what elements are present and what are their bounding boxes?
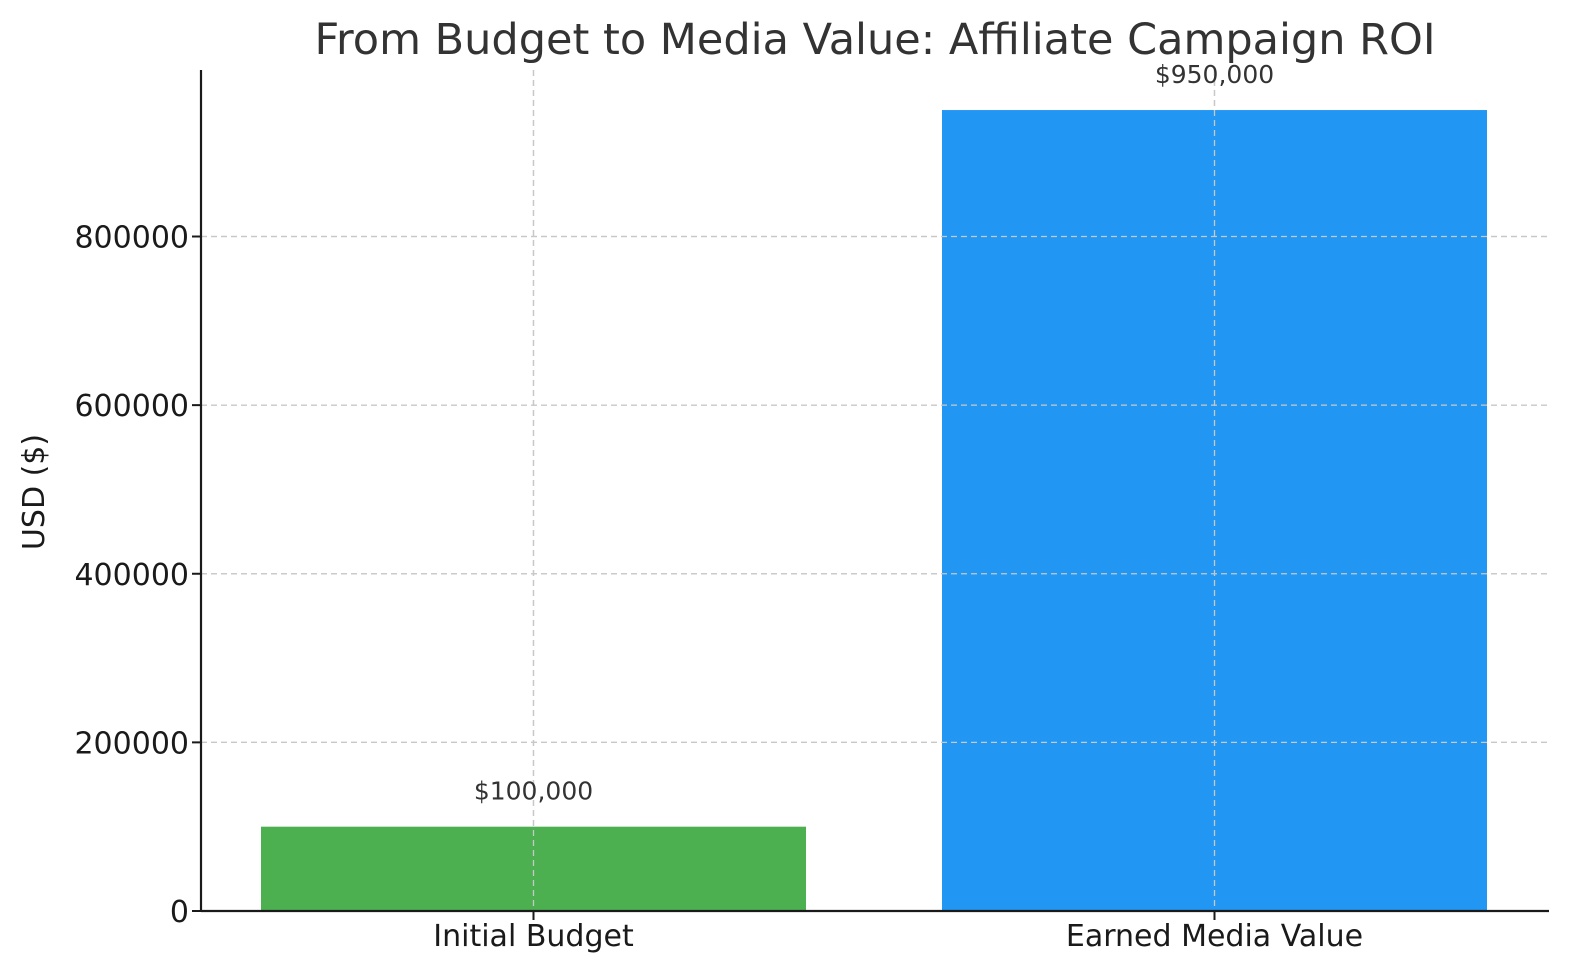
y-tick-label: 0 <box>170 895 189 930</box>
data-label: $950,000 <box>1155 60 1274 89</box>
data-labels: $100,000 $950,000 <box>474 60 1274 806</box>
y-tick-label: 200000 <box>74 726 189 761</box>
x-tick-label: Earned Media Value <box>1066 919 1363 954</box>
y-tick-label: 400000 <box>74 558 189 593</box>
y-tick-label: 600000 <box>74 389 189 424</box>
x-tick-label: Initial Budget <box>433 919 634 954</box>
y-axis-label: USD ($) <box>17 434 52 550</box>
data-label: $100,000 <box>474 777 593 806</box>
chart-title: From Budget to Media Value: Affiliate Ca… <box>314 15 1435 65</box>
bar-initial-budget <box>261 826 806 911</box>
axes: 0 200000 400000 600000 800000 Initial Budget E… <box>74 70 1549 954</box>
y-tick-label: 800000 <box>74 221 189 256</box>
bars <box>201 70 1549 912</box>
